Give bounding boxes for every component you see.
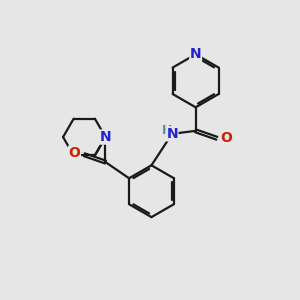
Text: O: O xyxy=(221,131,232,145)
Text: H: H xyxy=(162,124,172,137)
Text: O: O xyxy=(69,146,80,160)
Text: N: N xyxy=(100,130,111,144)
Text: N: N xyxy=(190,47,202,61)
Text: N: N xyxy=(166,127,178,141)
